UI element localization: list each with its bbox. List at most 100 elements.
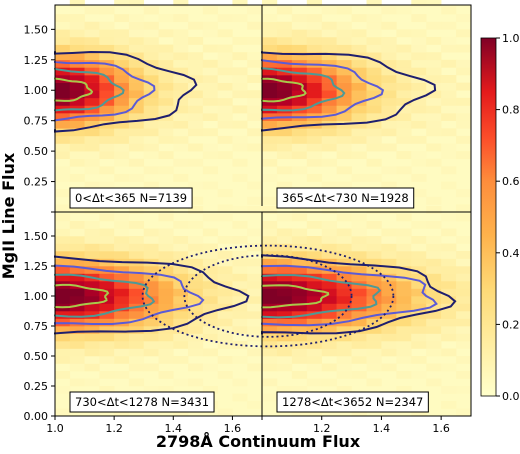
heatmap-cell — [262, 378, 278, 387]
heatmap-cell — [143, 318, 159, 327]
heatmap-cell — [276, 236, 293, 244]
heatmap-cell — [188, 273, 204, 282]
heatmap-cell — [441, 44, 457, 53]
heatmap-cell — [232, 303, 248, 312]
heatmap-cell — [321, 288, 337, 297]
heatmap-cell — [306, 206, 323, 214]
heatmap-cell — [128, 67, 145, 76]
heatmap-cell — [247, 196, 263, 205]
heatmap-cell — [336, 371, 352, 379]
panel-4 — [141, 206, 472, 417]
heatmap-cell — [336, 59, 352, 68]
heatmap-cell — [84, 90, 100, 99]
heatmap-cell — [291, 14, 308, 23]
heatmap-cell — [173, 75, 189, 83]
heatmap-cell — [321, 105, 337, 114]
heatmap-cell — [114, 341, 130, 349]
heatmap-cell — [456, 281, 472, 289]
heatmap-cell — [366, 135, 382, 144]
heatmap-cell — [262, 356, 278, 364]
heatmap-cell — [426, 206, 442, 214]
heatmap-cell — [426, 221, 442, 229]
heatmap-cell — [128, 221, 145, 229]
heatmap-cell — [55, 408, 71, 417]
heatmap-cell — [411, 333, 427, 342]
heatmap-cell — [114, 14, 130, 23]
heatmap-cell — [456, 59, 472, 68]
heatmap-cell — [173, 251, 189, 259]
heatmap-cell — [411, 273, 427, 282]
heatmap-cell — [351, 243, 367, 252]
heatmap-cell — [84, 6, 100, 15]
heatmap-cell — [217, 120, 233, 129]
heatmap-cell — [351, 82, 367, 91]
heatmap-cell — [306, 333, 323, 342]
heatmap-cell — [143, 333, 159, 342]
heatmap-cell — [128, 120, 145, 129]
heatmap-cell — [321, 243, 337, 252]
heatmap-cell — [69, 21, 85, 30]
heatmap-cell — [188, 236, 204, 244]
heatmap-cell — [143, 206, 159, 214]
heatmap-cell — [291, 296, 308, 304]
heatmap-cell — [232, 36, 248, 45]
heatmap-cell — [366, 288, 382, 297]
heatmap-cell — [55, 266, 71, 274]
heatmap-cell — [173, 311, 189, 319]
heatmap-cell — [456, 273, 472, 282]
contour-line — [54, 77, 94, 102]
heatmap-cell — [55, 213, 71, 222]
heatmap-cell — [217, 281, 233, 289]
heatmap-cell — [99, 273, 115, 282]
heatmap-cell — [321, 273, 337, 282]
heatmap-cell — [381, 105, 397, 114]
heatmap-cell — [456, 67, 472, 76]
heatmap-cell — [351, 59, 367, 68]
heatmap-cell — [217, 341, 233, 349]
heatmap-cell — [456, 386, 472, 394]
heatmap-cell — [396, 67, 412, 76]
heatmap-cell — [202, 311, 218, 319]
heatmap-cell — [396, 128, 412, 137]
heatmap-cell — [396, 318, 412, 327]
heatmap-cell — [262, 29, 278, 38]
heatmap-cell — [55, 228, 71, 237]
heatmap-cell — [441, 90, 457, 99]
heatmap-cell — [232, 341, 248, 349]
heatmap-cell — [336, 213, 352, 222]
heatmap-cell — [366, 318, 382, 327]
heatmap-cell — [202, 386, 218, 394]
heatmap-cell — [366, 206, 382, 214]
heatmap-cell — [99, 236, 115, 244]
panel-3 — [54, 206, 263, 417]
heatmap-cell — [188, 363, 204, 372]
heatmap-cell — [336, 105, 352, 114]
heatmap-cell — [321, 128, 337, 137]
heatmap-cell — [396, 29, 412, 38]
heatmap-cell — [128, 21, 145, 30]
heatmap-cell — [84, 135, 100, 144]
heatmap-cell — [426, 105, 442, 114]
heatmap-cell — [291, 348, 308, 357]
heatmap-cell — [351, 296, 367, 304]
heatmap-cell — [306, 82, 323, 91]
heatmap-cell — [143, 6, 159, 15]
y-tick-label: 1.00 — [24, 84, 49, 97]
heatmap-cell — [188, 206, 204, 214]
heatmap-cell — [262, 120, 278, 129]
heatmap-cell — [441, 213, 457, 222]
heatmap-cell — [173, 296, 189, 304]
y-tick-label: 0.00 — [24, 410, 49, 423]
heatmap-cell — [84, 333, 100, 342]
heatmap-cell — [291, 21, 308, 30]
heatmap-cell — [381, 266, 397, 274]
heatmap-cell — [99, 166, 115, 175]
heatmap-cell — [336, 113, 352, 121]
heatmap-cell — [306, 258, 323, 267]
heatmap-cell — [336, 348, 352, 357]
heatmap-cell — [84, 67, 100, 76]
heatmap-cell — [173, 303, 189, 312]
heatmap-cell — [128, 128, 145, 137]
panel-label-box — [69, 391, 215, 413]
heatmap-cell — [336, 143, 352, 152]
